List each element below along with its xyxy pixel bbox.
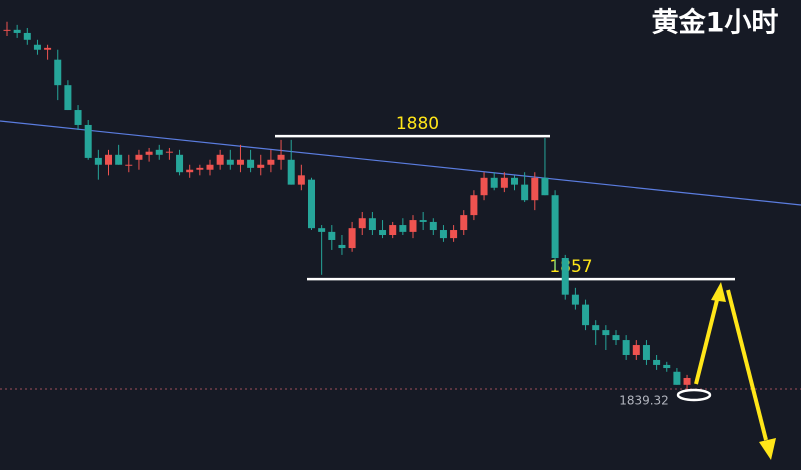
plot: 1839.32 1880 1857 — [0, 21, 801, 408]
candle-body — [33, 44, 41, 50]
candle-body — [155, 149, 163, 155]
candle-body — [409, 220, 417, 232]
candle-body — [683, 377, 691, 385]
candle-body — [541, 177, 549, 196]
candle-body — [511, 177, 518, 185]
trend-line — [0, 120, 801, 206]
candle-body — [368, 218, 376, 231]
candle-body — [74, 110, 82, 125]
candle-body — [125, 164, 133, 166]
candle-body — [226, 159, 234, 165]
candle-body — [23, 32, 31, 40]
candle-body — [663, 364, 671, 369]
candle-body — [196, 167, 204, 170]
candle-body — [348, 228, 356, 249]
candle-body — [571, 294, 579, 305]
candle-body — [145, 151, 153, 155]
candle-body — [165, 151, 173, 153]
candle-body — [287, 159, 295, 185]
candle-body — [551, 195, 559, 259]
candle-body — [460, 215, 468, 231]
candle-body — [653, 359, 661, 365]
arrow-head — [711, 282, 726, 302]
candle-body — [500, 177, 508, 188]
candle-body — [64, 85, 72, 111]
candle-body — [612, 335, 620, 341]
candle-body — [622, 340, 630, 355]
last-price-label: 1839.32 — [619, 394, 669, 408]
candle-body — [602, 330, 610, 336]
candle-body — [358, 218, 366, 229]
candle-body — [399, 225, 407, 232]
candle-body — [84, 124, 92, 158]
candle-body — [277, 154, 285, 160]
candle-body — [206, 164, 214, 170]
candle-body — [561, 258, 569, 295]
highlight-ellipse — [676, 388, 712, 402]
candle-body — [3, 29, 11, 31]
candle-body — [13, 29, 21, 33]
level-label: 1857 — [549, 257, 592, 277]
candle-body — [115, 154, 123, 165]
candle-body — [338, 244, 346, 249]
candle-body — [176, 154, 184, 173]
level-label: 1880 — [396, 114, 439, 134]
candle-body — [257, 164, 265, 168]
candle-body — [439, 230, 447, 239]
candle-body — [44, 47, 52, 50]
candle-body — [105, 154, 112, 165]
candle-body — [521, 184, 529, 201]
candle-body — [186, 169, 194, 173]
candle-body — [297, 175, 305, 185]
arrows — [694, 282, 776, 460]
candle-body — [216, 154, 224, 165]
candle-body — [531, 177, 539, 201]
candle-body — [247, 159, 255, 168]
arrow-down — [726, 289, 768, 441]
candle-body — [490, 177, 498, 188]
candle-body — [592, 325, 600, 331]
candle-body — [632, 345, 640, 355]
candle-body — [267, 159, 275, 165]
candle-body — [94, 157, 102, 165]
candle-body — [429, 221, 437, 231]
candle-body — [642, 345, 650, 360]
candle-body — [318, 228, 326, 232]
candle-body — [236, 159, 244, 165]
candle-body — [480, 177, 488, 196]
candle-body — [308, 179, 315, 229]
chart-title: 黄金1小时 — [652, 7, 779, 39]
candle-body — [328, 231, 336, 240]
candle-body — [419, 220, 427, 222]
candle-body — [379, 230, 387, 235]
candle-body — [54, 59, 62, 86]
candle-body — [582, 304, 590, 326]
candle-body — [135, 154, 143, 160]
candle-body — [470, 195, 478, 216]
arrow-up — [694, 295, 720, 385]
arrow-head — [759, 438, 776, 460]
candle-body — [389, 225, 397, 235]
candle-body — [450, 230, 458, 239]
candle-body — [673, 371, 681, 385]
